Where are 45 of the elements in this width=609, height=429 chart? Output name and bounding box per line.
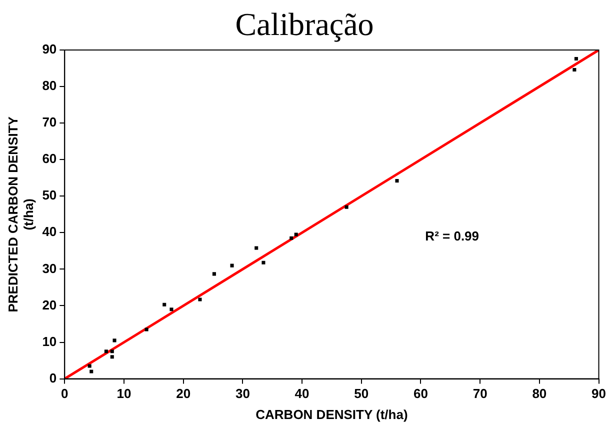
point <box>110 355 114 359</box>
point <box>574 57 578 61</box>
x-tick-label: 40 <box>294 386 310 402</box>
x-tick-label: 90 <box>592 386 606 402</box>
x-tick-label: 60 <box>414 386 428 402</box>
point <box>170 308 174 312</box>
point <box>144 328 148 332</box>
point <box>110 350 114 354</box>
y-tick-label: 20 <box>42 297 57 312</box>
point <box>290 236 294 240</box>
point <box>198 298 202 302</box>
point <box>88 364 92 368</box>
y-tick-label: 90 <box>42 42 57 57</box>
y-tick-label: 10 <box>42 334 57 349</box>
point <box>395 179 399 183</box>
text: (t/ha) <box>20 198 36 230</box>
y-tick-label: 70 <box>42 114 57 130</box>
point <box>162 302 166 306</box>
x-tick-label: 70 <box>472 386 488 402</box>
point <box>294 232 298 236</box>
point <box>230 264 234 268</box>
x-tick-label: 0 <box>61 386 68 402</box>
y-tick-label: 40 <box>42 224 57 240</box>
point <box>344 205 348 209</box>
y-tick-label: 80 <box>42 78 57 94</box>
point <box>112 338 116 342</box>
x-tick-label: 30 <box>235 386 250 402</box>
x-axis-title: CARBON DENSITY (t/ha) <box>256 406 408 422</box>
y-tick-label: 60 <box>42 151 57 166</box>
point <box>212 272 216 276</box>
text: PREDICTED CARBON DENSITY <box>5 116 20 312</box>
chart-title: Calibração <box>234 6 375 43</box>
annotation: R² = 0.99 <box>425 228 480 244</box>
x-tick-label: 50 <box>354 386 369 402</box>
y-tick-label: 50 <box>42 188 57 203</box>
y-tick-label: 30 <box>42 260 57 276</box>
x-tick-label: 20 <box>176 386 191 402</box>
x-tick-label: 80 <box>532 386 547 402</box>
point <box>254 246 258 250</box>
point <box>104 350 108 354</box>
point <box>572 68 576 72</box>
x-tick-label: 10 <box>116 386 132 402</box>
point <box>262 260 266 264</box>
point <box>90 370 94 374</box>
y-tick-label: 0 <box>49 370 57 386</box>
